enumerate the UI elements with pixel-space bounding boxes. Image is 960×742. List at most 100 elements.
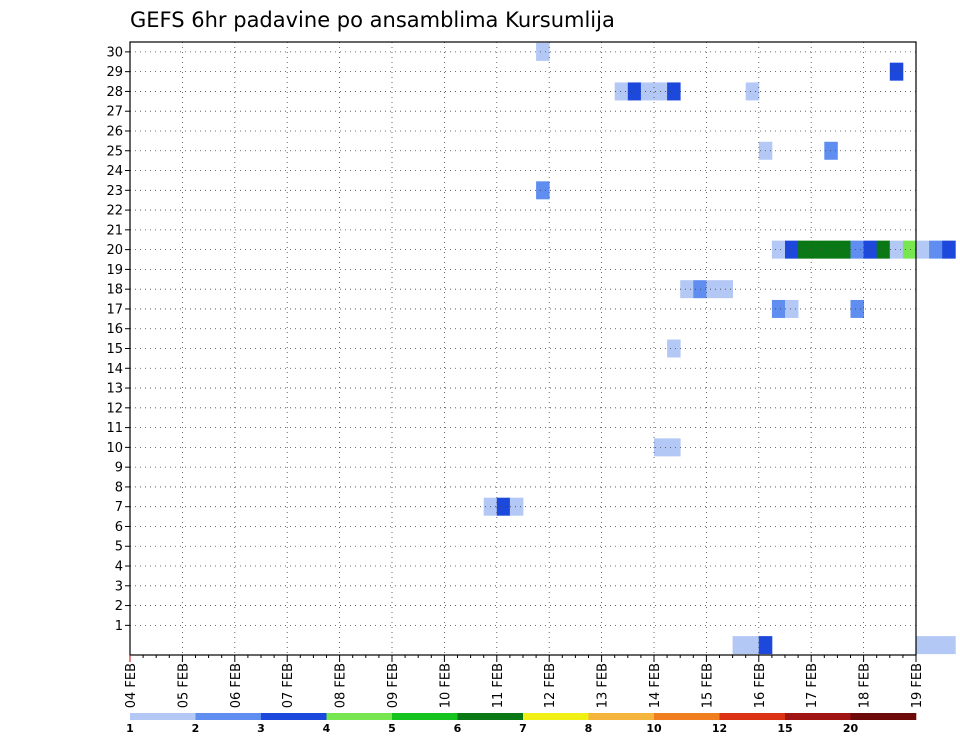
y-tick-label: 3 — [115, 579, 123, 594]
y-tick-label: 2 — [115, 599, 123, 614]
legend-label: 12 — [712, 722, 727, 735]
heatmap-cell — [771, 299, 786, 318]
heatmap-cell — [824, 240, 838, 259]
x-tick-label: 11 FEB — [491, 663, 506, 708]
y-tick-label: 12 — [106, 401, 123, 416]
legend-swatch — [261, 713, 327, 720]
y-tick-label: 15 — [106, 342, 123, 357]
color-legend: 1 2 3 4 5 6 7 8 10 12 15 20 — [126, 713, 917, 735]
heatmap-cell — [627, 82, 642, 101]
x-tick-label: 05 FEB — [176, 663, 191, 708]
y-tick-label: 28 — [106, 85, 123, 100]
heatmap-cell — [889, 240, 904, 259]
heatmap-cells — [483, 42, 956, 655]
legend-swatch — [326, 713, 393, 720]
x-tick-label: 09 FEB — [386, 663, 401, 708]
heatmap-cell — [706, 280, 720, 299]
legend-label: 4 — [323, 722, 331, 735]
x-tick-label: 18 FEB — [858, 663, 873, 708]
legend-label: 3 — [257, 722, 265, 735]
legend-swatch — [457, 713, 524, 720]
x-tick-label: 10 FEB — [438, 663, 453, 708]
heatmap-cell — [771, 240, 786, 259]
heatmap-cell — [916, 240, 930, 259]
heatmap-cell — [837, 240, 851, 259]
y-tick-label: 11 — [106, 421, 123, 436]
y-tick-label: 24 — [106, 164, 123, 179]
x-tick-label: 14 FEB — [648, 663, 663, 708]
heatmap-cell — [536, 42, 550, 61]
legend-label: 2 — [192, 722, 200, 735]
heatmap-cell — [798, 240, 812, 259]
grid-lines — [130, 42, 916, 655]
legend-swatch — [523, 713, 589, 720]
x-tick-label: 07 FEB — [281, 663, 296, 708]
heatmap-cell — [929, 240, 943, 259]
y-tick-label: 9 — [115, 461, 123, 476]
x-tick-label: 19 FEB — [910, 663, 925, 708]
x-tick-label: 17 FEB — [805, 663, 820, 708]
y-tick-label: 29 — [106, 65, 123, 80]
plot-frame — [129, 41, 917, 656]
heatmap-cell — [811, 240, 825, 259]
legend-swatch — [654, 713, 720, 720]
chart-title: GEFS 6hr padavine po ansamblima Kursumli… — [130, 8, 615, 32]
x-tick-label: 06 FEB — [229, 663, 244, 708]
y-tick-label: 13 — [106, 382, 123, 397]
legend-swatch — [719, 713, 786, 720]
legend-label: 5 — [388, 722, 396, 735]
heatmap-cell — [850, 299, 864, 318]
heatmap-cell — [942, 636, 956, 655]
heatmap-cell — [889, 62, 904, 81]
y-tick-label: 30 — [106, 45, 123, 60]
y-tick-label: 27 — [106, 105, 123, 120]
heatmap-cell — [719, 280, 733, 299]
heatmap-cell — [667, 82, 681, 101]
y-tick-label: 18 — [106, 283, 123, 298]
legend-label: 20 — [843, 722, 859, 735]
plot-area: 1234567891011121314151617181920212223242… — [106, 41, 956, 708]
heatmap-cell — [916, 636, 930, 655]
y-tick-label: 1 — [115, 619, 123, 634]
legend-label: 8 — [585, 722, 593, 735]
heatmap-cell — [745, 636, 760, 655]
y-tick-label: 7 — [115, 500, 123, 515]
heatmap-cell — [509, 497, 524, 516]
heatmap-cell — [785, 299, 799, 318]
y-tick-label: 20 — [106, 243, 123, 258]
y-tick-label: 4 — [115, 560, 123, 575]
legend-swatch — [195, 713, 262, 720]
y-tick-label: 22 — [106, 204, 123, 219]
y-tick-label: 8 — [115, 480, 123, 495]
heatmap-cell — [732, 636, 747, 655]
legend-label: 7 — [519, 722, 527, 735]
heatmap-cell — [640, 82, 655, 101]
heatmap-cell — [876, 240, 891, 259]
legend-swatch — [785, 713, 851, 720]
y-tick-label: 5 — [115, 540, 123, 555]
heatmap-cell — [667, 339, 681, 358]
y-tick-label: 25 — [106, 144, 123, 159]
y-tick-label: 16 — [106, 322, 123, 337]
legend-swatch — [588, 713, 655, 720]
y-tick-label: 19 — [106, 263, 123, 278]
y-tick-label: 26 — [106, 124, 123, 139]
heatmap-cell — [614, 82, 629, 101]
heatmap-cell — [680, 280, 694, 299]
heatmap-cell — [942, 240, 956, 259]
x-tick-label: 13 FEB — [596, 663, 611, 708]
heatmap-cell — [758, 636, 773, 655]
y-tick-label: 10 — [106, 441, 123, 456]
heatmap-cell — [745, 82, 760, 101]
y-tick-label: 23 — [106, 184, 123, 199]
heatmap-cell — [824, 141, 838, 160]
x-tick-label: 16 FEB — [753, 663, 768, 708]
heatmap-cell — [850, 240, 864, 259]
legend-label: 1 — [126, 722, 134, 735]
x-axis: 04 FEB 05 FEB 06 FEB 07 FEB 08 FEB 09 FEB 10 F… — [124, 655, 925, 708]
legend-label: 15 — [777, 722, 792, 735]
heatmap-cell — [536, 181, 550, 200]
heatmap-cell — [902, 240, 917, 259]
y-tick-label: 14 — [106, 362, 123, 377]
